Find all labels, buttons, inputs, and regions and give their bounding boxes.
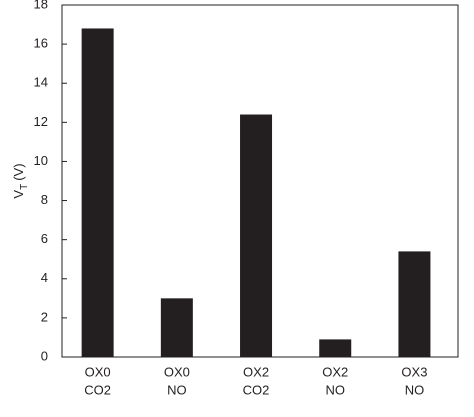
y-tick-label: 12 xyxy=(34,114,48,129)
x-tick-label: OX3 xyxy=(401,364,427,379)
y-label-sub: T xyxy=(19,184,30,190)
x-tick-label: OX0 xyxy=(164,364,190,379)
y-label-main: V xyxy=(11,190,26,199)
y-tick-label: 18 xyxy=(34,0,48,11)
bar xyxy=(240,114,273,357)
bar xyxy=(81,28,114,357)
y-tick-label: 16 xyxy=(34,36,48,51)
x-tick-label: CO2 xyxy=(243,382,270,397)
y-tick-label: 6 xyxy=(41,231,48,246)
y-axis-label: VT (V) xyxy=(11,163,29,198)
bar xyxy=(319,339,352,357)
x-tick-label: NO xyxy=(325,382,345,397)
y-tick-label: 2 xyxy=(41,309,48,324)
x-tick-label: OX2 xyxy=(243,364,269,379)
y-tick-label: 0 xyxy=(41,348,48,363)
x-tick-label: CO2 xyxy=(84,382,111,397)
bar xyxy=(398,251,431,357)
y-tick-label: 8 xyxy=(41,192,48,207)
y-tick-label: 14 xyxy=(34,75,48,90)
x-tick-label: OX2 xyxy=(322,364,348,379)
x-tick-label: NO xyxy=(405,382,425,397)
x-tick-label: OX0 xyxy=(85,364,111,379)
x-tick-label: NO xyxy=(167,382,187,397)
bar xyxy=(160,298,193,357)
y-tick-label: 10 xyxy=(34,153,48,168)
y-tick-label: 4 xyxy=(41,270,48,285)
y-label-unit: (V) xyxy=(11,163,26,180)
